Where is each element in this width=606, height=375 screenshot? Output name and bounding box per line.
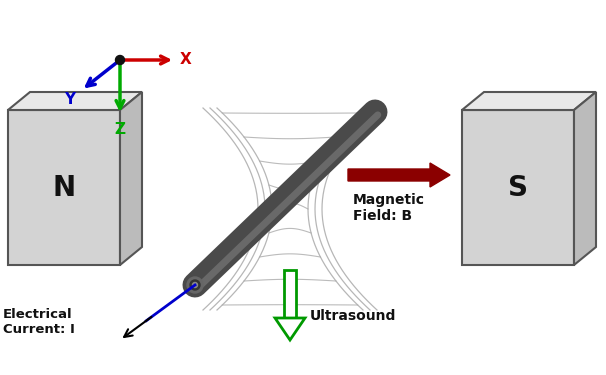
Circle shape: [190, 280, 200, 290]
Text: Z: Z: [115, 122, 125, 137]
Text: Ultrasound: Ultrasound: [310, 309, 396, 322]
Text: X: X: [180, 53, 191, 68]
Text: Electrical
Current: I: Electrical Current: I: [3, 308, 75, 336]
Text: Magnetic
Field: B: Magnetic Field: B: [353, 193, 425, 223]
FancyArrow shape: [348, 163, 450, 187]
Polygon shape: [8, 110, 120, 265]
Polygon shape: [120, 92, 142, 265]
Circle shape: [193, 282, 198, 288]
Polygon shape: [462, 92, 596, 110]
Circle shape: [116, 56, 124, 64]
Polygon shape: [284, 270, 296, 318]
Text: N: N: [53, 174, 76, 201]
Polygon shape: [8, 92, 142, 110]
Polygon shape: [574, 92, 596, 265]
Polygon shape: [462, 110, 574, 265]
Polygon shape: [275, 318, 305, 340]
Text: Y: Y: [64, 92, 76, 107]
Circle shape: [187, 277, 203, 293]
Text: S: S: [508, 174, 528, 201]
